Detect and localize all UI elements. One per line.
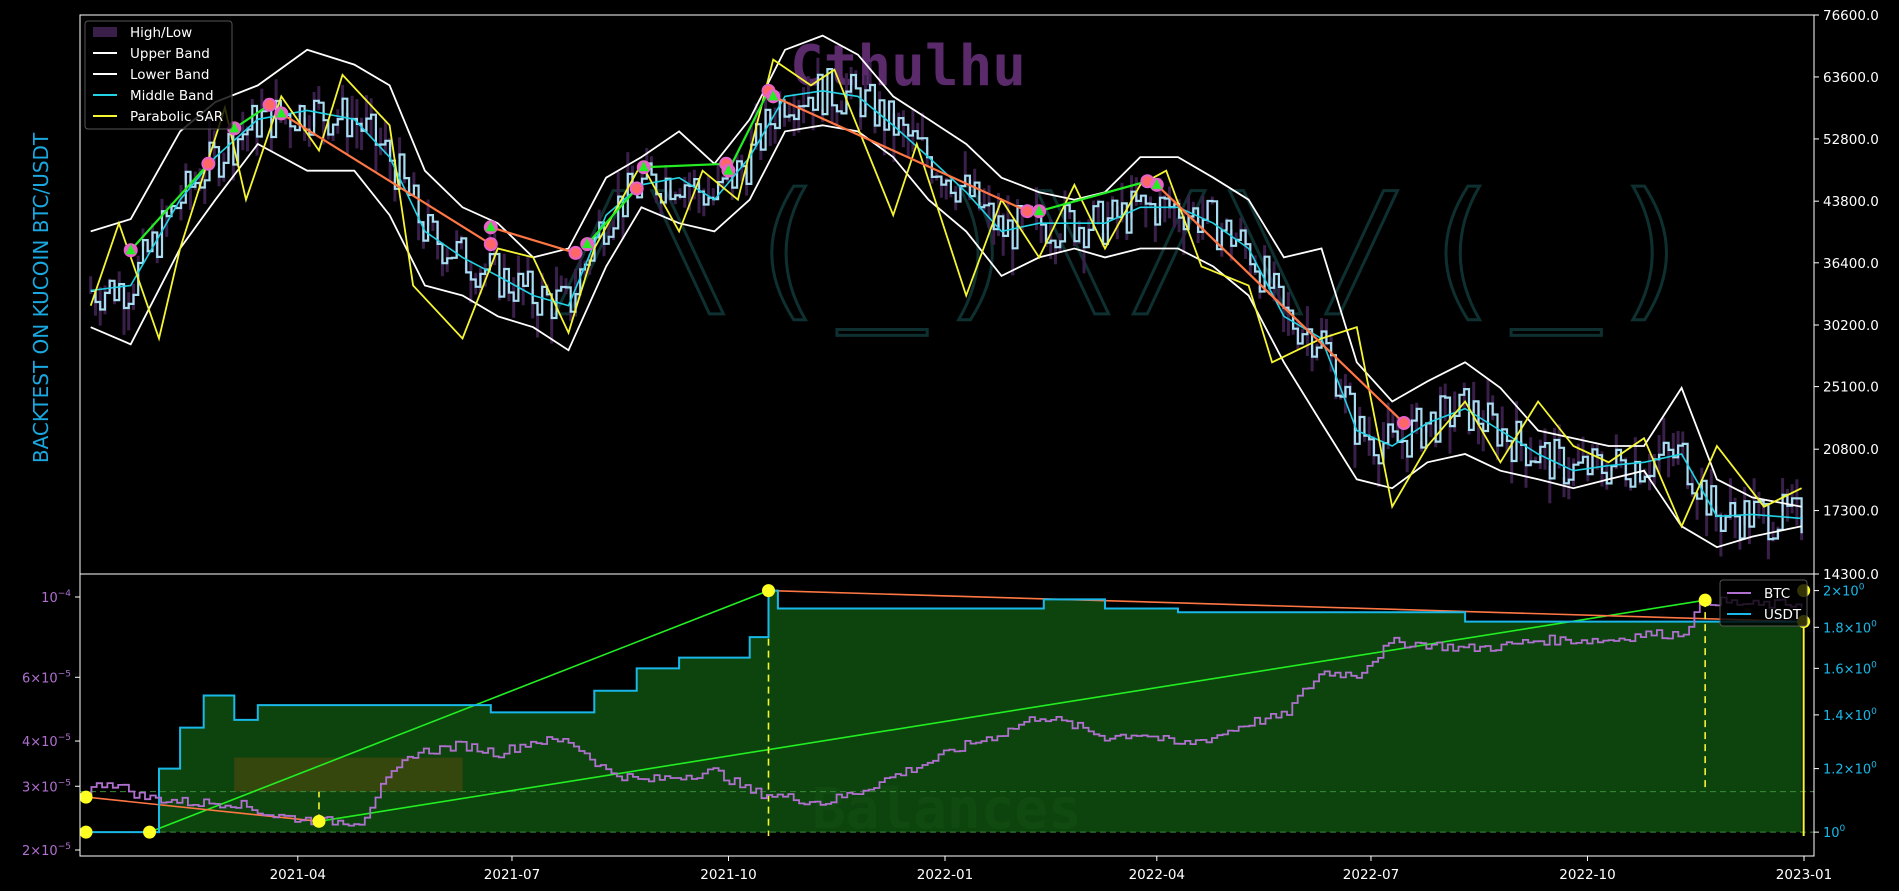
balance-series-layer bbox=[79, 584, 1814, 839]
buy-marker bbox=[582, 238, 593, 249]
parabolic-sar-line bbox=[89, 58, 1802, 529]
price-y-tick-label: 43800.0 bbox=[1823, 194, 1879, 210]
btc-y-tick-label: 4×10−5 bbox=[22, 733, 71, 750]
price-y-tick-label: 30200.0 bbox=[1823, 318, 1879, 334]
btc-y-axis: 10−4 6×10−5 4×10−5 3×10−5 2×10−5 bbox=[22, 589, 80, 859]
usdt-y-tick-label: 1.4×100 bbox=[1823, 707, 1877, 724]
price-panel: 76600.0 63600.0 52800.0 43800.0 36400.0 30200… bbox=[29, 8, 1879, 583]
buy-marker bbox=[1151, 178, 1162, 189]
upper-band-line bbox=[90, 34, 1802, 508]
buy-marker bbox=[638, 161, 649, 172]
sell-marker bbox=[485, 239, 496, 250]
legend-label-upper-band: Upper Band bbox=[130, 46, 210, 62]
trade-line bbox=[727, 90, 770, 172]
btc-drawdown-line bbox=[85, 796, 320, 823]
balance-extreme-marker bbox=[761, 584, 775, 598]
trade-line bbox=[1038, 180, 1148, 213]
trade-line bbox=[643, 162, 727, 169]
price-y-tick-label: 25100.0 bbox=[1823, 380, 1879, 396]
sell-marker bbox=[203, 158, 214, 169]
btc-y-tick-label: 10−4 bbox=[41, 589, 71, 606]
balance-panel: 10−4 6×10−5 4×10−5 3×10−5 2×10−5 2×100 1.8×10… bbox=[22, 573, 1877, 883]
lower-band-line bbox=[90, 124, 1802, 549]
btc-max-gain-line bbox=[318, 599, 1706, 823]
legend-label-high-low: High/Low bbox=[130, 25, 192, 41]
legend-swatch-high-low bbox=[93, 27, 117, 37]
price-y-axis-label: BACKTEST ON KUCOIN BTC/USDT bbox=[29, 132, 53, 463]
legend-label-btc: BTC bbox=[1764, 586, 1790, 602]
price-series-layer bbox=[89, 34, 1804, 560]
usdt-balance-line bbox=[86, 589, 1802, 834]
trade-line bbox=[490, 226, 576, 254]
price-legend: High/Low Upper Band Lower Band Middle Ba… bbox=[84, 20, 233, 130]
balance-extreme-marker bbox=[1698, 593, 1712, 607]
price-y-tick-label: 76600.0 bbox=[1823, 8, 1879, 24]
price-y-tick-label: 63600.0 bbox=[1823, 70, 1879, 86]
btc-y-tick-label: 6×10−5 bbox=[22, 669, 71, 686]
balance-extreme-marker bbox=[143, 825, 157, 839]
price-y-tick-label: 52800.0 bbox=[1823, 132, 1879, 148]
buy-marker bbox=[1034, 205, 1045, 216]
usdt-y-tick-label: 2×100 bbox=[1823, 583, 1865, 600]
x-tick-label: 2021-04 bbox=[270, 867, 326, 883]
usdt-y-tick-label: 1.8×100 bbox=[1823, 619, 1877, 636]
legend-label-lower-band: Lower Band bbox=[130, 67, 209, 83]
trade-line bbox=[586, 187, 638, 245]
price-line bbox=[90, 68, 1803, 541]
trade-line bbox=[772, 95, 1028, 213]
x-axis: 2021-04 2021-07 2021-10 2022-01 2022-04 2022-… bbox=[270, 856, 1832, 883]
balance-extreme-marker bbox=[312, 814, 326, 828]
sell-marker bbox=[570, 247, 581, 258]
sell-marker bbox=[1398, 418, 1409, 429]
legend-label-middle-band: Middle Band bbox=[130, 88, 214, 104]
legend-label-usdt: USDT bbox=[1764, 607, 1802, 623]
usdt-y-tick-label: 100 bbox=[1823, 824, 1846, 841]
x-tick-label: 2022-07 bbox=[1343, 867, 1399, 883]
x-tick-label: 2022-01 bbox=[917, 867, 973, 883]
price-y-axis: 76600.0 63600.0 52800.0 43800.0 36400.0 30200… bbox=[1814, 8, 1879, 583]
price-y-tick-label: 20800.0 bbox=[1823, 442, 1879, 458]
loss-fill bbox=[234, 757, 463, 792]
x-tick-label: 2023-01 bbox=[1776, 867, 1832, 883]
sell-marker bbox=[1022, 206, 1033, 217]
sell-marker bbox=[264, 99, 275, 110]
buy-marker bbox=[125, 244, 136, 255]
trade-line bbox=[233, 103, 271, 130]
usdt-drawdown-line bbox=[768, 589, 1802, 623]
price-y-tick-label: 14300.0 bbox=[1823, 567, 1879, 583]
balance-extreme-marker bbox=[79, 790, 93, 804]
btc-y-tick-label: 2×10−5 bbox=[22, 842, 71, 859]
x-tick-label: 2021-07 bbox=[484, 867, 540, 883]
profit-fill bbox=[86, 590, 1802, 833]
trade-line bbox=[280, 112, 492, 246]
x-tick-label: 2021-10 bbox=[700, 867, 756, 883]
x-tick-label: 2022-10 bbox=[1559, 867, 1615, 883]
middle-band-line bbox=[90, 89, 1802, 520]
sell-marker bbox=[1142, 176, 1153, 187]
usdt-y-tick-label: 1.2×100 bbox=[1823, 761, 1877, 778]
usdt-y-tick-label: 1.6×100 bbox=[1823, 660, 1877, 677]
trade-line bbox=[129, 163, 210, 251]
trade-layer bbox=[123, 83, 1411, 431]
buy-marker bbox=[485, 221, 496, 232]
sell-marker bbox=[631, 183, 642, 194]
price-panel-watermark: Cthulhu bbox=[790, 34, 1026, 99]
price-y-tick-label: 36400.0 bbox=[1823, 256, 1879, 272]
usdt-y-axis: 2×100 1.8×100 1.6×100 1.4×100 1.2×100 100 bbox=[1814, 583, 1877, 841]
legend-label-parabolic-sar: Parabolic SAR bbox=[130, 109, 223, 125]
btc-balance-line bbox=[86, 596, 1803, 827]
price-legend-box bbox=[84, 20, 233, 130]
trade-line bbox=[1156, 184, 1405, 424]
buy-marker bbox=[723, 164, 734, 175]
buy-marker bbox=[229, 122, 240, 133]
buy-marker bbox=[276, 107, 287, 118]
balance-legend: BTC USDT bbox=[1719, 579, 1808, 627]
usdt-max-gain-line bbox=[149, 589, 769, 833]
balance-extreme-marker bbox=[79, 825, 93, 839]
btc-y-tick-label: 3×10−5 bbox=[22, 778, 71, 795]
x-tick-label: 2022-04 bbox=[1129, 867, 1185, 883]
buy-marker bbox=[768, 90, 779, 101]
price-y-tick-label: 17300.0 bbox=[1823, 504, 1879, 520]
